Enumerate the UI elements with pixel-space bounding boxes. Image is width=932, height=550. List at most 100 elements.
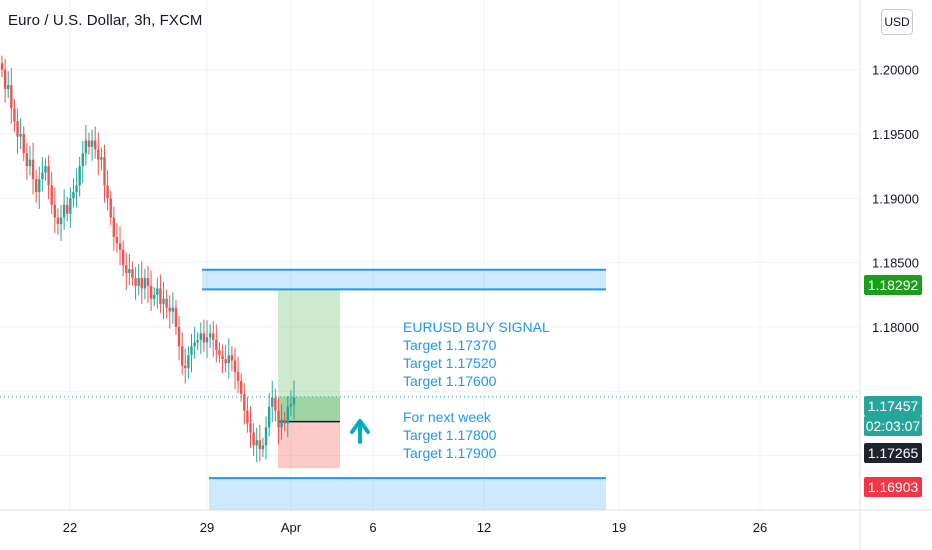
annotation-line-1: EURUSD BUY SIGNAL: [403, 319, 550, 335]
entry-price-tag: 1.17265: [864, 443, 922, 463]
candle-body: [286, 406, 289, 424]
candle-body: [38, 179, 41, 192]
candle-body: [34, 179, 38, 192]
candle-body: [177, 327, 181, 347]
candle-body: [109, 198, 112, 218]
candle-body: [196, 339, 199, 343]
candle-body: [115, 236, 119, 244]
candle-body: [227, 355, 230, 364]
candle-body: [190, 346, 193, 356]
candle-body: [174, 307, 178, 327]
support-zone: [209, 478, 606, 510]
candle-body: [84, 140, 88, 154]
candle-body: [261, 445, 265, 450]
y-tick-label: 1.18000: [872, 320, 919, 335]
candle-body: [212, 333, 215, 340]
candle-body: [100, 157, 103, 160]
candle-body: [292, 397, 296, 405]
x-tick-label: Apr: [281, 520, 302, 535]
candle-body: [44, 166, 47, 173]
candle-body: [258, 440, 262, 450]
candle-body: [205, 337, 209, 343]
candle-body: [69, 198, 72, 214]
y-tick-label: 1.20000: [872, 63, 919, 78]
candle-body: [249, 423, 252, 433]
candle-body: [66, 204, 69, 214]
candle-body: [128, 269, 131, 273]
candle-body: [103, 157, 106, 186]
candle-body: [75, 185, 78, 192]
candle-body: [41, 172, 44, 180]
candle-body: [62, 204, 66, 218]
candle-body: [184, 365, 187, 369]
candle-body: [289, 404, 293, 407]
candle-body: [131, 269, 134, 279]
y-tick-label: 1.19000: [872, 191, 919, 206]
candle-body: [246, 410, 249, 424]
candle-body: [193, 342, 196, 347]
candle-body: [271, 397, 274, 407]
x-tick-label: 29: [200, 520, 214, 535]
candle-body: [72, 191, 75, 199]
candle-body: [78, 166, 81, 186]
y-tick-label: 1.18500: [872, 256, 919, 271]
candle-body: [50, 185, 53, 205]
candle-body: [187, 355, 190, 369]
candle-body: [215, 339, 218, 351]
candle-body: [19, 134, 22, 137]
candle-body: [168, 307, 171, 312]
candle-body: [199, 333, 203, 340]
profit-zone: [278, 289, 340, 422]
candle-body: [93, 140, 97, 150]
up-arrow-icon: [350, 419, 370, 444]
candle-body: [53, 204, 57, 218]
annotation-line-4: Target 1.17600: [403, 373, 497, 389]
candle-body: [255, 440, 258, 446]
annotation-line-6: Target 1.17800: [403, 427, 497, 443]
candle-body: [56, 217, 60, 225]
candle-body: [274, 397, 277, 411]
annotation-line-5: For next week: [403, 409, 491, 425]
resistance-zone: [202, 269, 606, 290]
x-tick-label: 19: [612, 520, 626, 535]
stop-price-tag: 1.16903: [864, 477, 922, 497]
candle-body: [13, 108, 16, 122]
candle-body: [143, 278, 147, 289]
candle-body: [137, 278, 140, 286]
candle-body: [140, 278, 143, 289]
candle-body: [165, 298, 168, 308]
candle-body: [81, 153, 84, 167]
candle-body: [25, 153, 29, 167]
candle-body: [3, 69, 7, 89]
candle-body: [221, 355, 224, 360]
x-tick-label: 22: [63, 520, 77, 535]
candle-body: [224, 359, 227, 364]
x-tick-label: 26: [753, 520, 767, 535]
candle-body: [159, 288, 162, 304]
y-tick-label: 1.19500: [872, 127, 919, 142]
candle-body: [162, 298, 165, 304]
candle-body: [47, 166, 50, 186]
candle-body: [156, 288, 159, 295]
candle-body: [125, 265, 128, 273]
target-price-tag: 1.18292: [864, 275, 922, 295]
candle-body: [31, 159, 35, 180]
candle-body: [243, 393, 246, 411]
candle-body: [180, 346, 184, 366]
annotation-line-2: Target 1.17370: [403, 337, 497, 353]
candle-body: [218, 350, 221, 356]
chart-title: Euro / U.S. Dollar, 3h, FXCM: [8, 12, 203, 29]
candle-body: [264, 427, 268, 446]
candle-body: [10, 85, 13, 109]
candle-body: [134, 278, 137, 286]
x-tick-label: 6: [369, 520, 376, 535]
currency-button[interactable]: USD: [881, 9, 913, 35]
candle-body: [153, 294, 156, 299]
candle-body: [28, 159, 32, 167]
candle-body: [0, 63, 4, 70]
candle-body: [90, 140, 94, 147]
candle-body: [112, 217, 116, 237]
candle-body: [239, 381, 243, 394]
